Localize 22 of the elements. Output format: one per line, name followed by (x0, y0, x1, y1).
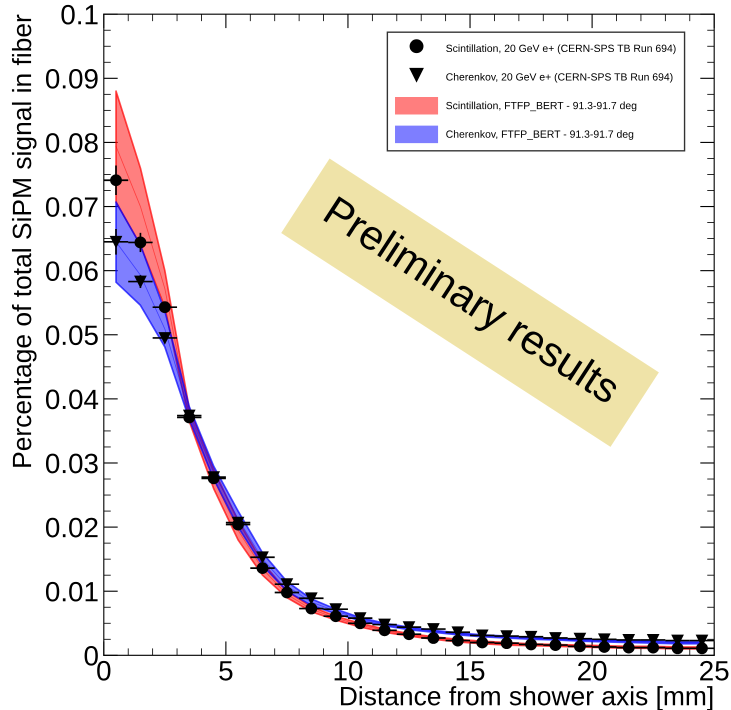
legend-label: Cherenkov, 20 GeV e+ (CERN-SPS TB Run 694) (446, 72, 673, 83)
x-tick-label: 5 (219, 661, 232, 681)
legend-label: Cherenkov, FTFP_BERT - 91.3-91.7 deg (446, 130, 634, 140)
y-tick-label: 0.02 (46, 518, 98, 538)
legend-label: Scintillation, FTFP_BERT - 91.3-91.7 deg (446, 102, 636, 112)
y-tick-label: 0.01 (46, 582, 98, 602)
legend-label: Scintillation, 20 GeV e+ (CERN-SPS TB Run 694) (446, 44, 676, 54)
y-tick-label: 0.06 (46, 261, 98, 281)
y-tick-label: 0.04 (46, 390, 98, 410)
y-tick-label: 0.03 (46, 454, 98, 474)
x-tick-label: 15 (456, 661, 484, 681)
y-tick-label: 0 (84, 646, 98, 666)
y-tick-label: 0.08 (46, 133, 98, 153)
x-tick-label: 20 (578, 660, 606, 681)
y-tick-label: 0.09 (46, 68, 98, 89)
x-tick-label: 10 (334, 660, 362, 681)
x-tick-label: 0 (97, 660, 110, 681)
y-tick-label: 0.1 (61, 4, 98, 25)
y-tick-label: 0.05 (46, 325, 98, 346)
x-tick-label: 25 (700, 660, 728, 681)
y-tick-label: 0.07 (46, 197, 98, 217)
y-axis-title: Percentage of total SiPM signal in fiber (12, 14, 37, 467)
